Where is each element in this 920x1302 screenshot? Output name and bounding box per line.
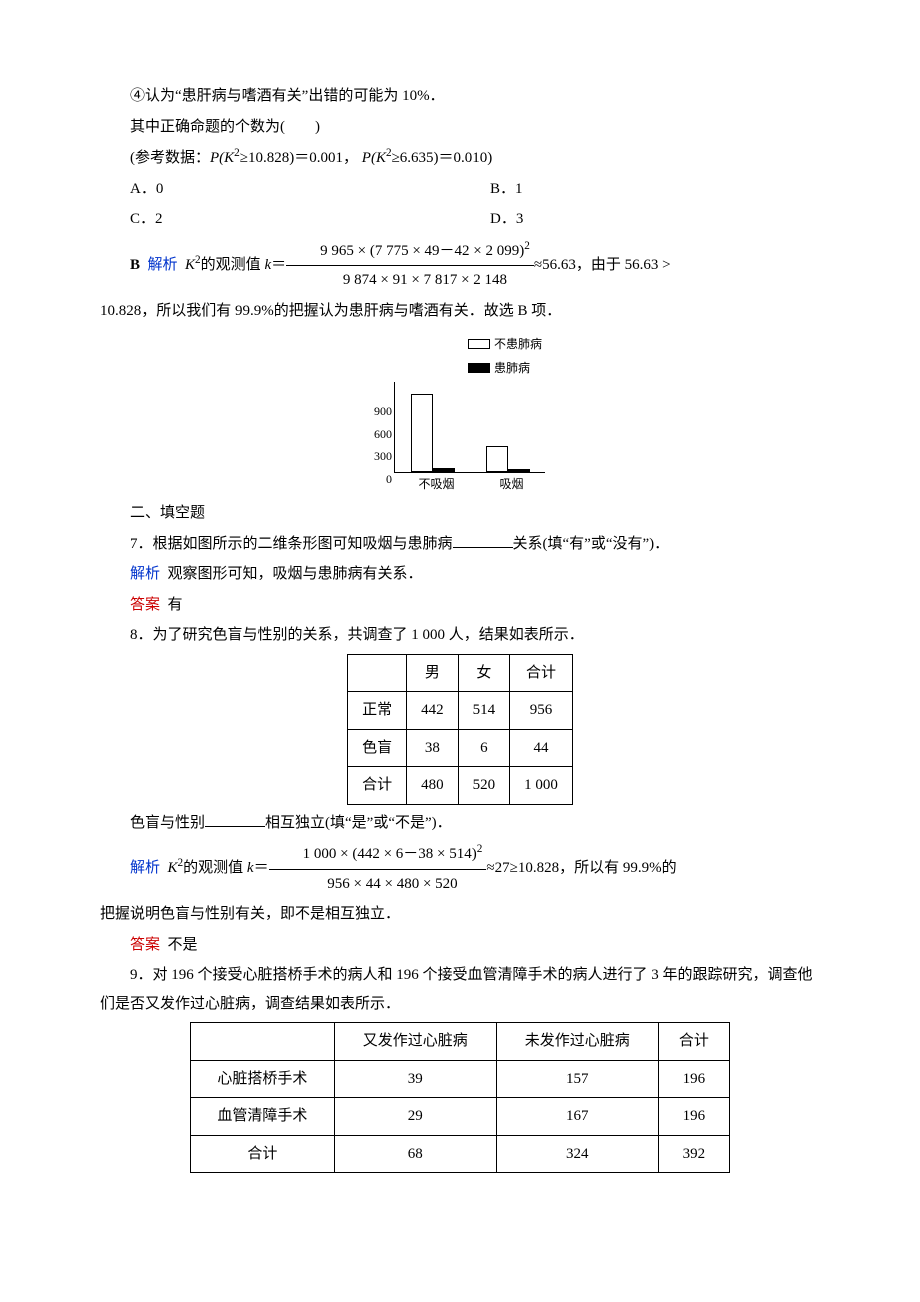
q8-frac-num-sup: 2 [477,843,483,855]
q6-answer: B [130,256,140,272]
legend: 不患肺病 患肺病 [468,333,542,380]
q9-th-3: 合计 [658,1023,729,1061]
q7-stem: 7．根据如图所示的二维条形图可知吸烟与患肺病 关系(填“有”或“没有”)． [100,530,820,559]
q8-solution-line2: 把握说明色盲与性别有关，即不是相互独立． [100,900,820,929]
q9-stem: 9．对 196 个接受心脏搭桥手术的病人和 196 个接受血管清障手术的病人进行… [100,961,820,1018]
q6-sol-tail: ≈56.63，由于 56.63 > [534,256,671,272]
q8-frac-num: 1 000 × (442 × 6－38 × 514) [303,846,477,862]
k2-K: K [185,256,195,272]
page: ④认为“患肝病与嗜酒有关”出错的可能为 10%． 其中正确命题的个数为( ) (… [0,0,920,1237]
q8-th-3: 合计 [510,654,573,692]
q6-p1-rhs: ≥10.828)＝0.001， [240,150,358,166]
bar-open-2 [486,446,508,472]
q6-optD: D．3 [460,205,820,234]
table-row: 血管清障手术 29 167 196 [191,1098,730,1136]
q7-text-b: 关系(填“有”或“没有”)． [513,536,670,552]
q8-sol-tail: ≈27≥10.828，所以有 99.9%的 [486,860,676,876]
q6-p2-P: P(K [362,150,386,166]
q6-ref-pre: (参考数据： [130,150,210,166]
table-row: 又发作过心脏病 未发作过心脏病 合计 [191,1023,730,1061]
k2-txt: 的观测值 [183,860,247,876]
q7-blank [453,532,513,548]
solution-label: 解析 [130,566,160,582]
table-row: 色盲 38 6 44 [348,729,573,767]
q7-solution: 解析 观察图形可知，吸烟与患肺病有关系． [100,560,820,589]
q6-optC: C．2 [100,205,460,234]
table-row: 合计 68 324 392 [191,1135,730,1173]
q9-th-0 [191,1023,335,1061]
q6-p1-P: P(K [210,150,234,166]
section-2-title: 二、填空题 [100,499,820,528]
legend-swatch-solid [468,363,490,373]
xlabel-1: 不吸烟 [418,473,454,496]
table-row: 男 女 合计 [348,654,573,692]
ytick-3: 900 [374,405,392,428]
xlabel-2: 吸烟 [499,473,523,496]
k2-txt: 的观测值 [201,256,265,272]
q6-solution-line1: B 解析 K2的观测值 k＝ 9 965 × (7 775 × 49－42 × … [100,236,820,295]
x-axis-labels: 不吸烟 吸烟 [396,473,546,496]
ytick-1: 300 [374,450,392,473]
q6-stmt4: ④认为“患肝病与嗜酒有关”出错的可能为 10%． [100,82,820,111]
q6-stem: 其中正确命题的个数为( ) [100,113,820,142]
q7-text-a: 7．根据如图所示的二维条形图可知吸烟与患肺病 [130,536,453,552]
q6-fraction: 9 965 × (7 775 × 49－42 × 2 099)2 9 874 ×… [286,236,534,295]
table-row: 心脏搭桥手术 39 157 196 [191,1060,730,1098]
legend-swatch-open [468,339,490,349]
q8-tail-a: 色盲与性别 [130,815,205,831]
answer-label: 答案 [130,937,160,953]
q8-fraction: 1 000 × (442 × 6－38 × 514)2 956 × 44 × 4… [269,839,487,898]
q8-th-1: 男 [407,654,459,692]
bar-solid-1 [433,468,455,472]
q9-th-2: 未发作过心脏病 [496,1023,658,1061]
q7-ans-text: 有 [168,597,183,613]
ytick-2: 600 [374,428,392,451]
q6-frac-num: 9 965 × (7 775 × 49－42 × 2 099) [320,243,524,259]
legend-a: 不患肺病 [494,333,542,356]
solution-label: 解析 [130,860,160,876]
q8-th-2: 女 [458,654,510,692]
q8-answer: 答案 不是 [100,931,820,960]
solution-label: 解析 [148,256,178,272]
legend-b: 患肺病 [494,357,530,380]
q6-ref: (参考数据：P(K2≥10.828)＝0.001， P(K2≥6.635)＝0.… [100,143,820,173]
answer-label: 答案 [130,597,160,613]
q8-tail-b: 相互独立(填“是”或“不是”)． [265,815,452,831]
plot-area [394,382,545,473]
q8-blank [205,811,265,827]
bar-open-1 [411,394,433,472]
q8-tail: 色盲与性别 相互独立(填“是”或“不是”)． [100,809,820,838]
y-axis: 0 300 600 900 [374,405,392,495]
k2-K: K [168,860,178,876]
table-row: 合计 480 520 1 000 [348,767,573,805]
q7-sol-text: 观察图形可知，吸烟与患肺病有关系． [168,566,423,582]
bar-group-2 [486,446,530,472]
q6-solution-line2: 10.828，所以我们有 99.9%的把握认为患肝病与嗜酒有关．故选 B 项． [100,297,820,326]
q8-solution-line1: 解析 K2的观测值 k＝ 1 000 × (442 × 6－38 × 514)2… [100,839,820,898]
q8-table: 男 女 合计 正常 442 514 956 色盲 38 6 44 合计 480 … [347,654,573,805]
q8-th-0 [348,654,407,692]
q6-optB: B．1 [460,175,820,204]
q9-th-1: 又发作过心脏病 [334,1023,496,1061]
q6-frac-den: 9 874 × 91 × 7 817 × 2 148 [286,265,534,295]
q6-optA: A．0 [100,175,460,204]
q9-table: 又发作过心脏病 未发作过心脏病 合计 心脏搭桥手术 39 157 196 血管清… [190,1022,730,1173]
bar-group-1 [411,394,455,472]
q6-p2-rhs: ≥6.635)＝0.010) [392,150,493,166]
q7-answer: 答案 有 [100,591,820,620]
q8-frac-den: 956 × 44 × 480 × 520 [269,869,487,899]
q6-opts-row1: A．0 B．1 [100,175,820,204]
q8-stem: 8．为了研究色盲与性别的关系，共调查了 1 000 人，结果如表所示． [100,621,820,650]
bar-chart: 不患肺病 患肺病 0 300 600 900 [100,333,820,495]
q6-opts-row2: C．2 D．3 [100,205,820,234]
bar-solid-2 [508,469,530,472]
q8-ans-text: 不是 [168,937,198,953]
k-var: k [247,860,254,876]
k-var: k [264,256,271,272]
q6-frac-num-sup: 2 [524,240,530,252]
table-row: 正常 442 514 956 [348,692,573,730]
ytick-0: 0 [374,473,392,496]
